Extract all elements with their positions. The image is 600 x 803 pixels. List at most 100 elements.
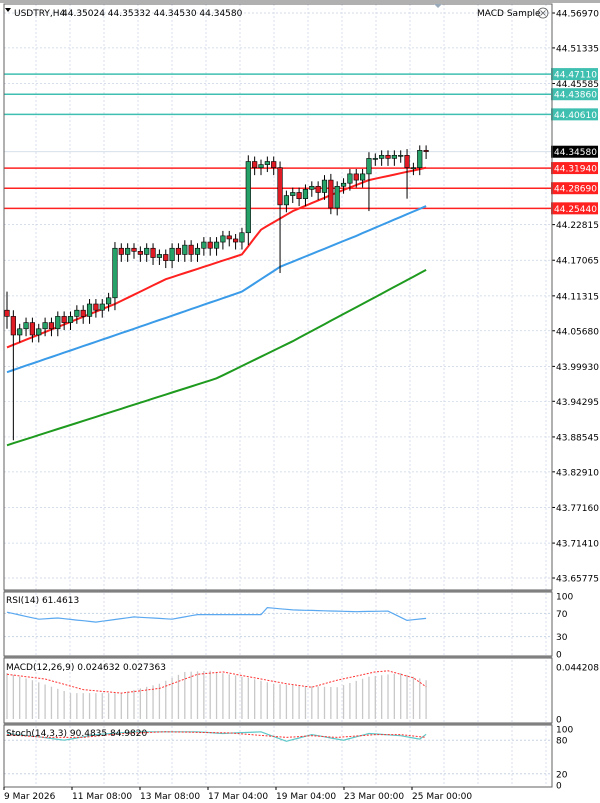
candle-bearish <box>296 192 302 199</box>
candle-bullish <box>17 328 23 336</box>
level-price-tag <box>551 88 598 101</box>
candle-bullish <box>379 155 385 159</box>
horizontal-levels[interactable]: 44.47110 44.43860 44.40610 44.31940 44.28690… <box>4 68 598 215</box>
panel-frames <box>3 3 553 788</box>
candle-bullish <box>220 235 226 243</box>
candle-bullish <box>42 322 48 330</box>
candle-bullish <box>398 155 404 157</box>
panel-separator <box>4 656 552 658</box>
candle-bearish <box>423 150 429 152</box>
price-tick-label: 43.94295 <box>556 398 599 408</box>
candle-bullish <box>23 322 29 330</box>
candle-bearish <box>328 179 334 209</box>
candle-bullish <box>410 167 417 170</box>
candle-bullish <box>359 173 366 181</box>
candle-bearish <box>233 238 239 243</box>
level-price-label: 44.31940 <box>554 165 597 175</box>
candle-bullish <box>99 303 105 311</box>
candle-bearish <box>150 247 156 258</box>
candle-bearish <box>93 303 99 311</box>
candle-bullish <box>321 179 328 193</box>
candle-bearish <box>226 235 232 240</box>
price-tick-label: 43.71410 <box>556 540 599 550</box>
candle-bullish <box>144 247 150 255</box>
candle-bearish <box>271 161 277 169</box>
candle-bearish <box>29 322 36 336</box>
ma-slow-line <box>6 269 427 447</box>
rsi-tick-label: 70 <box>556 610 568 620</box>
candle-bullish <box>55 316 61 330</box>
grid <box>4 4 552 786</box>
time-tick-label: 23 Mar 00:00 <box>344 792 404 802</box>
price-tick-label: 43.77160 <box>556 504 599 514</box>
candle-bullish <box>106 297 112 305</box>
price-tick-label: 44.22815 <box>556 221 599 231</box>
current-price-tag <box>551 145 598 158</box>
candle-bullish <box>182 244 188 255</box>
price-tick-label: 44.51335 <box>556 44 599 54</box>
time-tick-label: 25 Mar 00:00 <box>412 792 472 802</box>
price-tick-label: 43.82910 <box>556 468 599 478</box>
candle-bearish <box>404 155 410 169</box>
candle-bearish <box>61 316 67 323</box>
candle-bullish <box>340 182 347 187</box>
stoch-tick-label: 20 <box>556 770 568 780</box>
dropdown-triangle-icon[interactable] <box>5 8 11 12</box>
candle-bullish <box>67 316 74 323</box>
candle-bullish <box>366 158 372 175</box>
candle-bullish <box>347 173 353 184</box>
candle-bullish <box>169 247 175 261</box>
stoch-tick-label: 0 <box>556 782 562 792</box>
candle-bearish <box>131 247 137 252</box>
candle-bullish <box>290 192 296 196</box>
price-axis: 44.56970 44.51335 44.45585 44.22815 44.17065… <box>552 10 599 585</box>
level-price-label: 44.28690 <box>554 185 597 195</box>
candle-bullish <box>309 185 315 190</box>
rsi-tick-label: 100 <box>556 593 573 603</box>
top-border <box>0 0 600 3</box>
symbol-label: USDTRY,H4 <box>14 9 66 19</box>
candle-bearish <box>118 247 124 255</box>
candle-bearish <box>163 254 169 261</box>
level-price-label: 44.40610 <box>554 111 597 121</box>
close-expert-icon[interactable] <box>537 7 549 19</box>
rsi-tick-label: 30 <box>556 633 568 643</box>
time-tick-label: 17 Mar 04:00 <box>208 792 268 802</box>
price-tick-label: 43.88545 <box>556 433 599 443</box>
ma-mid-line <box>6 205 427 374</box>
level-price-label: 44.47110 <box>554 71 597 81</box>
candle-bullish <box>391 155 397 159</box>
time-tick-label: 11 Mar 08:00 <box>72 792 132 802</box>
candle-bullish <box>258 164 264 169</box>
level-price-tag <box>551 162 598 175</box>
time-axis: 9 Mar 2026 11 Mar 08:00 13 Mar 08:00 17 Mar… <box>3 787 472 802</box>
candle-bearish <box>207 241 213 249</box>
price-tick-label: 44.45585 <box>556 80 599 90</box>
candle-bearish <box>10 316 16 336</box>
panel-separator <box>4 723 552 725</box>
time-tick-label: 9 Mar 2026 <box>4 792 56 802</box>
candle-bullish <box>125 247 131 255</box>
panel-separator <box>4 590 552 592</box>
level-price-tag <box>551 182 598 195</box>
price-tick-label: 44.17065 <box>556 257 599 267</box>
price-tick-label: 43.65775 <box>556 575 599 585</box>
macd-label: MACD(12,26,9) 0.024632 0.027363 <box>6 663 166 673</box>
candle-bearish <box>353 173 359 181</box>
rsi-line <box>6 606 427 623</box>
expert-name: MACD Sample <box>477 9 541 19</box>
price-tick-label: 43.99930 <box>556 363 599 373</box>
level-price-label: 44.43860 <box>554 91 597 101</box>
candle-bullish <box>417 150 423 169</box>
candle-bullish <box>86 303 93 317</box>
candle-bullish <box>194 247 201 255</box>
macd-tick-label: 0 <box>556 716 562 726</box>
candle-bullish <box>372 158 378 160</box>
candle-bearish <box>188 244 194 255</box>
level-price-tag <box>551 68 598 81</box>
stoch-main-line <box>6 731 427 742</box>
candle-bullish <box>112 247 118 299</box>
shift-marker-icon[interactable] <box>434 4 442 8</box>
price-tick-label: 44.56970 <box>556 10 599 20</box>
